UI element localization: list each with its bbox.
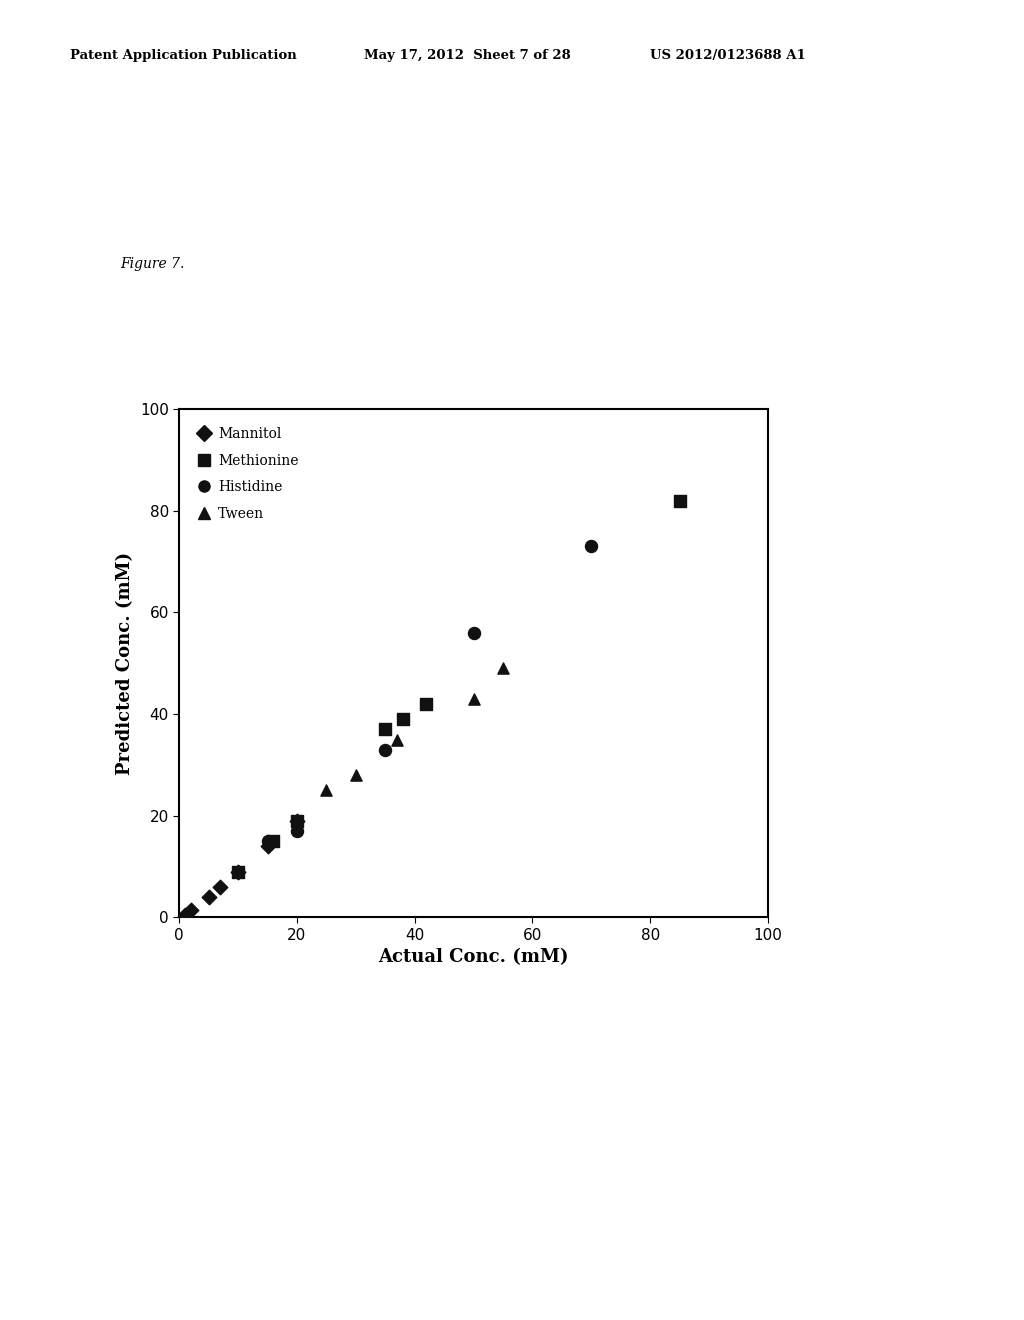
Histidine [229, 861, 246, 882]
Histidine [583, 536, 599, 557]
Legend: Mannitol, Methionine, Histidine, Tween: Mannitol, Methionine, Histidine, Tween [186, 416, 309, 532]
Methionine [377, 719, 393, 741]
Histidine [289, 821, 305, 842]
Mannitol [289, 810, 305, 832]
Mannitol [259, 836, 275, 857]
Methionine [394, 709, 411, 730]
Mannitol [177, 904, 194, 925]
Tween [347, 764, 365, 785]
Methionine [289, 810, 305, 832]
Mannitol [182, 899, 199, 920]
Methionine [265, 830, 282, 851]
Tween [389, 729, 406, 750]
Methionine [418, 693, 434, 714]
Text: Patent Application Publication: Patent Application Publication [70, 49, 296, 62]
Methionine [229, 861, 246, 882]
Mannitol [201, 887, 217, 908]
Tween [495, 657, 511, 678]
Text: Figure 7.: Figure 7. [120, 257, 184, 271]
Methionine [672, 490, 688, 511]
Mannitol [229, 861, 246, 882]
Mannitol [212, 876, 228, 898]
Text: May 17, 2012  Sheet 7 of 28: May 17, 2012 Sheet 7 of 28 [364, 49, 570, 62]
Histidine [465, 622, 481, 643]
Text: US 2012/0123688 A1: US 2012/0123688 A1 [650, 49, 806, 62]
Histidine [377, 739, 393, 760]
X-axis label: Actual Conc. (mM): Actual Conc. (mM) [378, 948, 569, 966]
Histidine [259, 830, 275, 851]
Y-axis label: Predicted Conc. (mM): Predicted Conc. (mM) [117, 552, 134, 775]
Tween [318, 780, 335, 801]
Tween [465, 688, 481, 709]
